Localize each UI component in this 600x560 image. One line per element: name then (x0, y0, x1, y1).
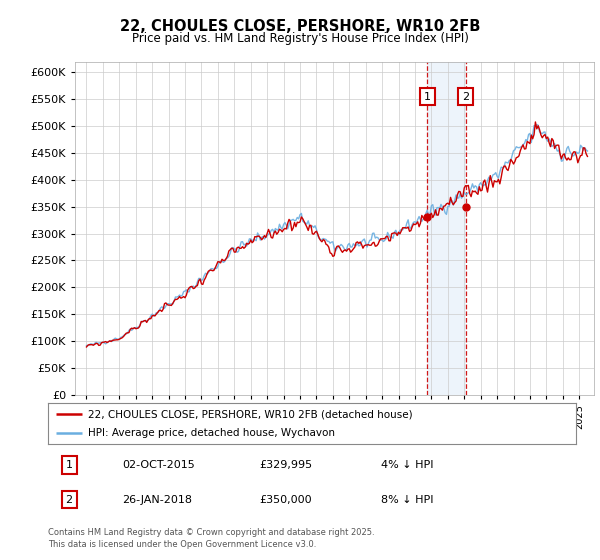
Text: 26-JAN-2018: 26-JAN-2018 (122, 494, 192, 505)
Text: Price paid vs. HM Land Registry's House Price Index (HPI): Price paid vs. HM Land Registry's House … (131, 31, 469, 45)
Text: 1: 1 (424, 91, 431, 101)
Text: 2: 2 (65, 494, 73, 505)
Text: 1: 1 (65, 460, 73, 470)
Text: 4% ↓ HPI: 4% ↓ HPI (380, 460, 433, 470)
Text: HPI: Average price, detached house, Wychavon: HPI: Average price, detached house, Wych… (88, 428, 335, 438)
Text: 22, CHOULES CLOSE, PERSHORE, WR10 2FB (detached house): 22, CHOULES CLOSE, PERSHORE, WR10 2FB (d… (88, 409, 412, 419)
Text: £350,000: £350,000 (259, 494, 312, 505)
Text: 02-OCT-2015: 02-OCT-2015 (122, 460, 194, 470)
Text: Contains HM Land Registry data © Crown copyright and database right 2025.
This d: Contains HM Land Registry data © Crown c… (48, 528, 374, 549)
Text: 22, CHOULES CLOSE, PERSHORE, WR10 2FB: 22, CHOULES CLOSE, PERSHORE, WR10 2FB (120, 20, 480, 34)
Bar (427, 62, 466, 395)
Text: 2: 2 (462, 91, 469, 101)
Text: £329,995: £329,995 (259, 460, 313, 470)
Text: 8% ↓ HPI: 8% ↓ HPI (380, 494, 433, 505)
